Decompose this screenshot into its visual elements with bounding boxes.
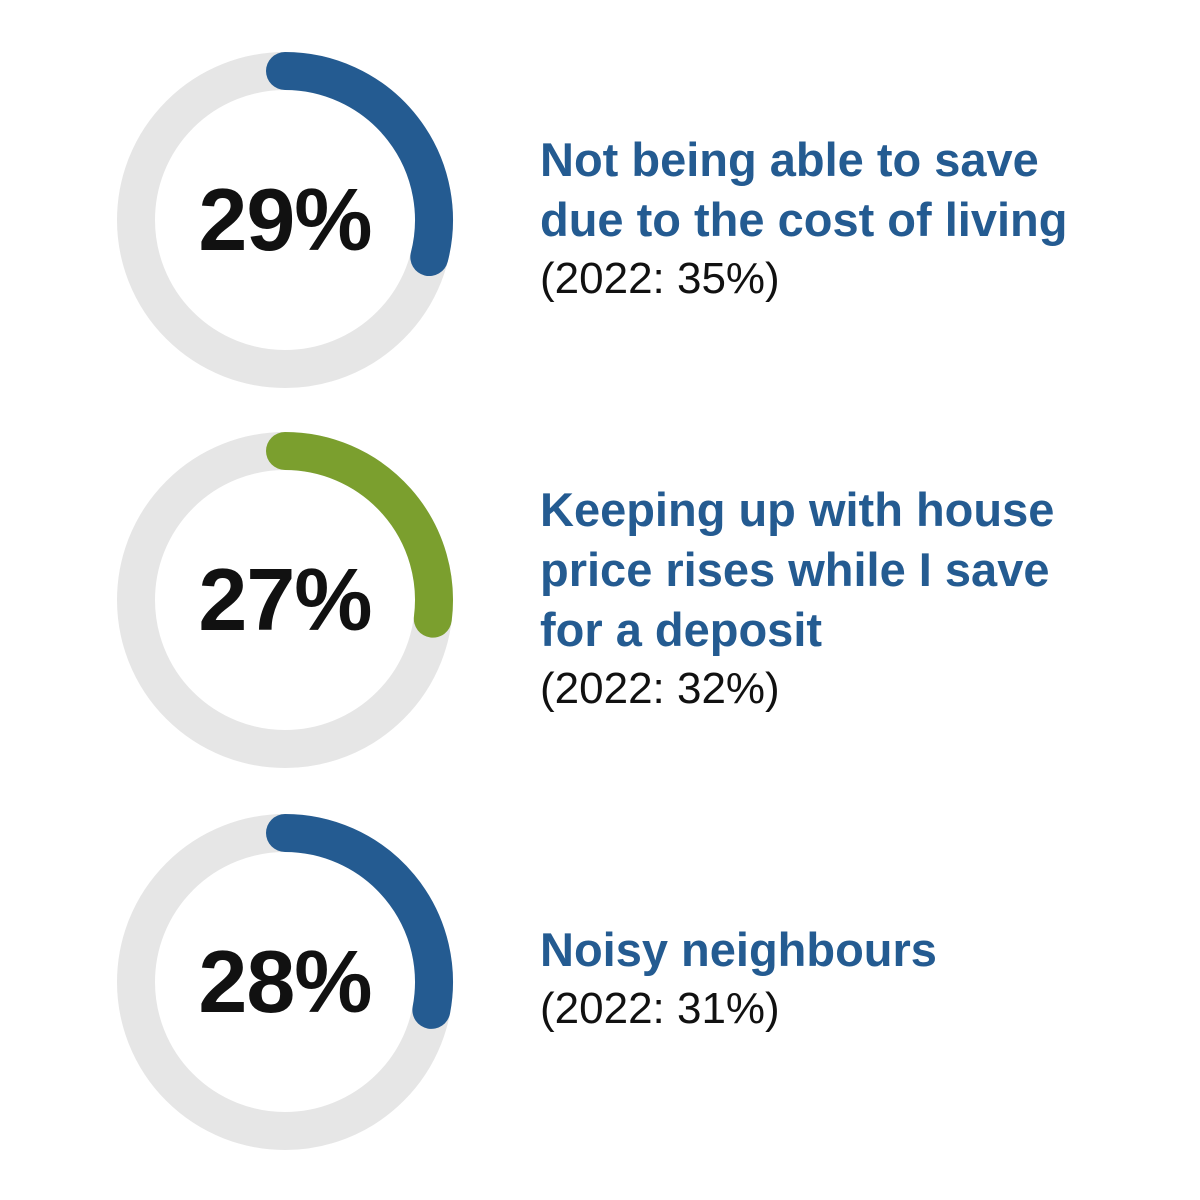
donut-arc: [266, 432, 453, 638]
donut-svg: [117, 52, 453, 388]
donut-svg: [117, 432, 453, 768]
previous-year-value: (2022: 31%): [540, 984, 780, 1033]
donut-arc: [266, 814, 453, 1029]
stat-item-3: 28% Noisy neighbours (2022: 31%): [0, 792, 1200, 1172]
donut-chart: 29%: [95, 30, 475, 410]
donut-chart: 28%: [95, 792, 475, 1172]
caption-title: Noisy neighbours: [540, 923, 937, 976]
caption: Not being able to save due to the cost o…: [540, 130, 1160, 308]
caption-title: Not being able to save due to the cost o…: [540, 133, 1068, 246]
previous-year-value: (2022: 32%): [540, 664, 780, 713]
percentage-value: 28%: [198, 932, 372, 1031]
caption: Noisy neighbours (2022: 31%): [540, 920, 1160, 1038]
donut-chart: 27%: [95, 410, 475, 790]
donut-svg: [117, 814, 453, 1150]
stat-item-2: 27% Keeping up with house price rises wh…: [0, 410, 1200, 790]
percentage-value: 27%: [198, 550, 372, 649]
donut-arc: [266, 52, 453, 277]
stat-item-1: 29% Not being able to save due to the co…: [0, 30, 1200, 410]
previous-year-value: (2022: 35%): [540, 254, 780, 303]
caption: Keeping up with house price rises while …: [540, 480, 1160, 718]
caption-title: Keeping up with house price rises while …: [540, 483, 1055, 656]
percentage-value: 29%: [198, 170, 372, 269]
